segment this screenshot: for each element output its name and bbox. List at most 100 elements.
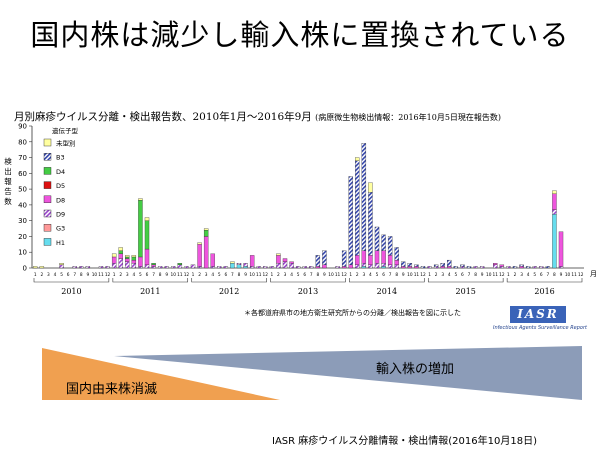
year-bracket <box>191 278 267 283</box>
bar-segment <box>361 263 367 267</box>
bar-segment <box>341 250 347 267</box>
bar-segment <box>401 266 406 269</box>
y-tick-label: 80 <box>18 138 27 146</box>
month-tick-label: 6 <box>146 272 149 278</box>
month-tick-label: 5 <box>139 272 142 278</box>
month-tick-label: 11 <box>98 272 104 278</box>
bar-segment <box>138 266 143 269</box>
month-tick-label: 12 <box>184 272 190 278</box>
domestic-label: 国内由来株消滅 <box>66 382 158 397</box>
month-tick-label: 6 <box>67 272 70 278</box>
year-label: 2011 <box>140 287 160 296</box>
bar-segment <box>453 266 459 269</box>
bar-segment <box>394 247 399 261</box>
bar-segment <box>39 266 45 269</box>
month-tick-label: 3 <box>362 272 365 278</box>
bar-segment <box>118 258 123 269</box>
bar-segment <box>118 247 123 251</box>
bar-segment <box>387 255 393 265</box>
bar-segment <box>151 266 156 269</box>
bar-segment <box>361 250 367 264</box>
bar-segment <box>118 253 123 259</box>
bar-segment <box>381 263 386 267</box>
source-citation: IASR 麻疹ウイルス分離情報・検出情報(2016年10月18日) <box>272 436 537 447</box>
bar-segment <box>355 160 360 256</box>
bar-segment <box>138 200 143 258</box>
bar-segment <box>499 266 505 269</box>
legend-label: D8 <box>56 196 65 204</box>
bar-segment <box>433 264 439 267</box>
month-tick-label: 7 <box>389 272 392 278</box>
bar-segment <box>381 266 386 269</box>
bar-segment <box>433 266 439 269</box>
bar-segment <box>276 253 281 256</box>
y-axis-label-char: 検 <box>4 156 12 166</box>
bar-segment <box>460 264 465 267</box>
month-tick-label: 5 <box>533 272 536 278</box>
chart-title-main: 月別麻疹ウイルス分離・検出報告数、2010年1月〜2016年9月 <box>14 111 312 123</box>
month-tick-label: 4 <box>527 272 530 278</box>
year-label: 2013 <box>298 287 318 296</box>
month-tick-label: 1 <box>349 272 352 278</box>
legend-label: G3 <box>56 225 65 233</box>
y-tick-label: 70 <box>18 154 27 162</box>
bar-segment <box>466 266 472 269</box>
legend-swatch <box>43 209 52 218</box>
month-tick-label: 10 <box>171 272 177 278</box>
bar-segment <box>138 198 143 201</box>
bar-segment <box>210 253 215 267</box>
month-tick-label: 7 <box>231 272 234 278</box>
month-tick-label: 4 <box>211 272 214 278</box>
month-tick-label: 8 <box>238 272 241 278</box>
iasr-logo: IASR <box>510 306 566 323</box>
legend-swatch <box>43 238 52 246</box>
month-tick-label: 11 <box>335 272 341 278</box>
month-tick-label: 6 <box>382 272 385 278</box>
bar-segment <box>157 266 163 269</box>
bar-segment <box>420 266 426 269</box>
legend-swatch <box>43 195 52 204</box>
bar-segment <box>243 263 248 267</box>
bar-segment <box>125 255 130 258</box>
bar-segment <box>401 261 406 267</box>
month-tick-label: 9 <box>165 272 168 278</box>
bar-segment <box>131 256 137 261</box>
month-tick-label: 3 <box>441 272 444 278</box>
year-label: 2010 <box>61 287 81 296</box>
month-tick-label: 5 <box>376 272 379 278</box>
bar-segment <box>302 266 307 269</box>
bar-segment <box>190 264 196 269</box>
bar-segment <box>387 264 393 269</box>
bar-segment <box>210 266 215 269</box>
month-tick-label: 4 <box>369 272 372 278</box>
bar-segment <box>493 263 498 265</box>
bar-segment <box>203 236 209 269</box>
bar-segment <box>144 217 150 221</box>
month-tick-label: 2 <box>119 272 122 278</box>
month-tick-label: 9 <box>560 272 563 278</box>
bar-segment <box>125 258 130 262</box>
month-tick-label: 3 <box>520 272 523 278</box>
bar-segment <box>177 264 183 269</box>
bar-segment <box>427 266 432 269</box>
bar-segment <box>184 266 189 269</box>
bar-segment <box>361 266 367 269</box>
y-tick-label: 20 <box>18 233 27 241</box>
bar-segment <box>151 264 156 267</box>
bar-segment <box>374 263 380 269</box>
bar-segment <box>171 266 176 269</box>
year-label: 2014 <box>377 287 397 296</box>
y-tick-label: 10 <box>18 249 27 257</box>
bar-segment <box>479 266 485 269</box>
bar-segment <box>552 214 557 269</box>
bar-segment <box>151 263 156 265</box>
month-tick-label: 4 <box>54 272 57 278</box>
chart-footnote: ＊各都道府県市の地方衛生研究所からの分離／検出報告を図に示した <box>244 309 461 317</box>
month-tick-label: 4 <box>132 272 135 278</box>
month-tick-label: 9 <box>86 272 89 278</box>
month-tick-label: 10 <box>486 272 492 278</box>
trend-triangles <box>42 346 582 400</box>
month-tick-label: 12 <box>105 272 111 278</box>
bar-segment <box>111 263 117 269</box>
bar-segment <box>368 264 373 269</box>
